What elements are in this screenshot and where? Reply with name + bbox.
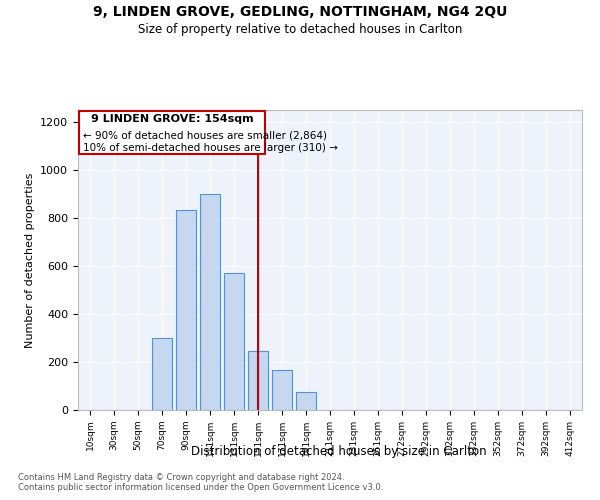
Bar — [296, 392, 316, 410]
Y-axis label: Number of detached properties: Number of detached properties — [25, 172, 35, 348]
Bar — [272, 370, 292, 410]
Bar — [176, 210, 196, 410]
Bar — [248, 351, 268, 410]
Text: 9 LINDEN GROVE: 154sqm: 9 LINDEN GROVE: 154sqm — [91, 114, 254, 124]
FancyBboxPatch shape — [79, 111, 265, 154]
Text: Contains public sector information licensed under the Open Government Licence v3: Contains public sector information licen… — [18, 484, 383, 492]
Text: 9, LINDEN GROVE, GEDLING, NOTTINGHAM, NG4 2QU: 9, LINDEN GROVE, GEDLING, NOTTINGHAM, NG… — [93, 5, 507, 19]
Bar — [224, 273, 244, 410]
Text: ← 90% of detached houses are smaller (2,864): ← 90% of detached houses are smaller (2,… — [83, 131, 327, 141]
Text: Distribution of detached houses by size in Carlton: Distribution of detached houses by size … — [191, 445, 487, 458]
Text: Contains HM Land Registry data © Crown copyright and database right 2024.: Contains HM Land Registry data © Crown c… — [18, 472, 344, 482]
Bar — [200, 194, 220, 410]
Text: 10% of semi-detached houses are larger (310) →: 10% of semi-detached houses are larger (… — [83, 143, 338, 153]
Bar — [152, 338, 172, 410]
Text: Size of property relative to detached houses in Carlton: Size of property relative to detached ho… — [138, 22, 462, 36]
